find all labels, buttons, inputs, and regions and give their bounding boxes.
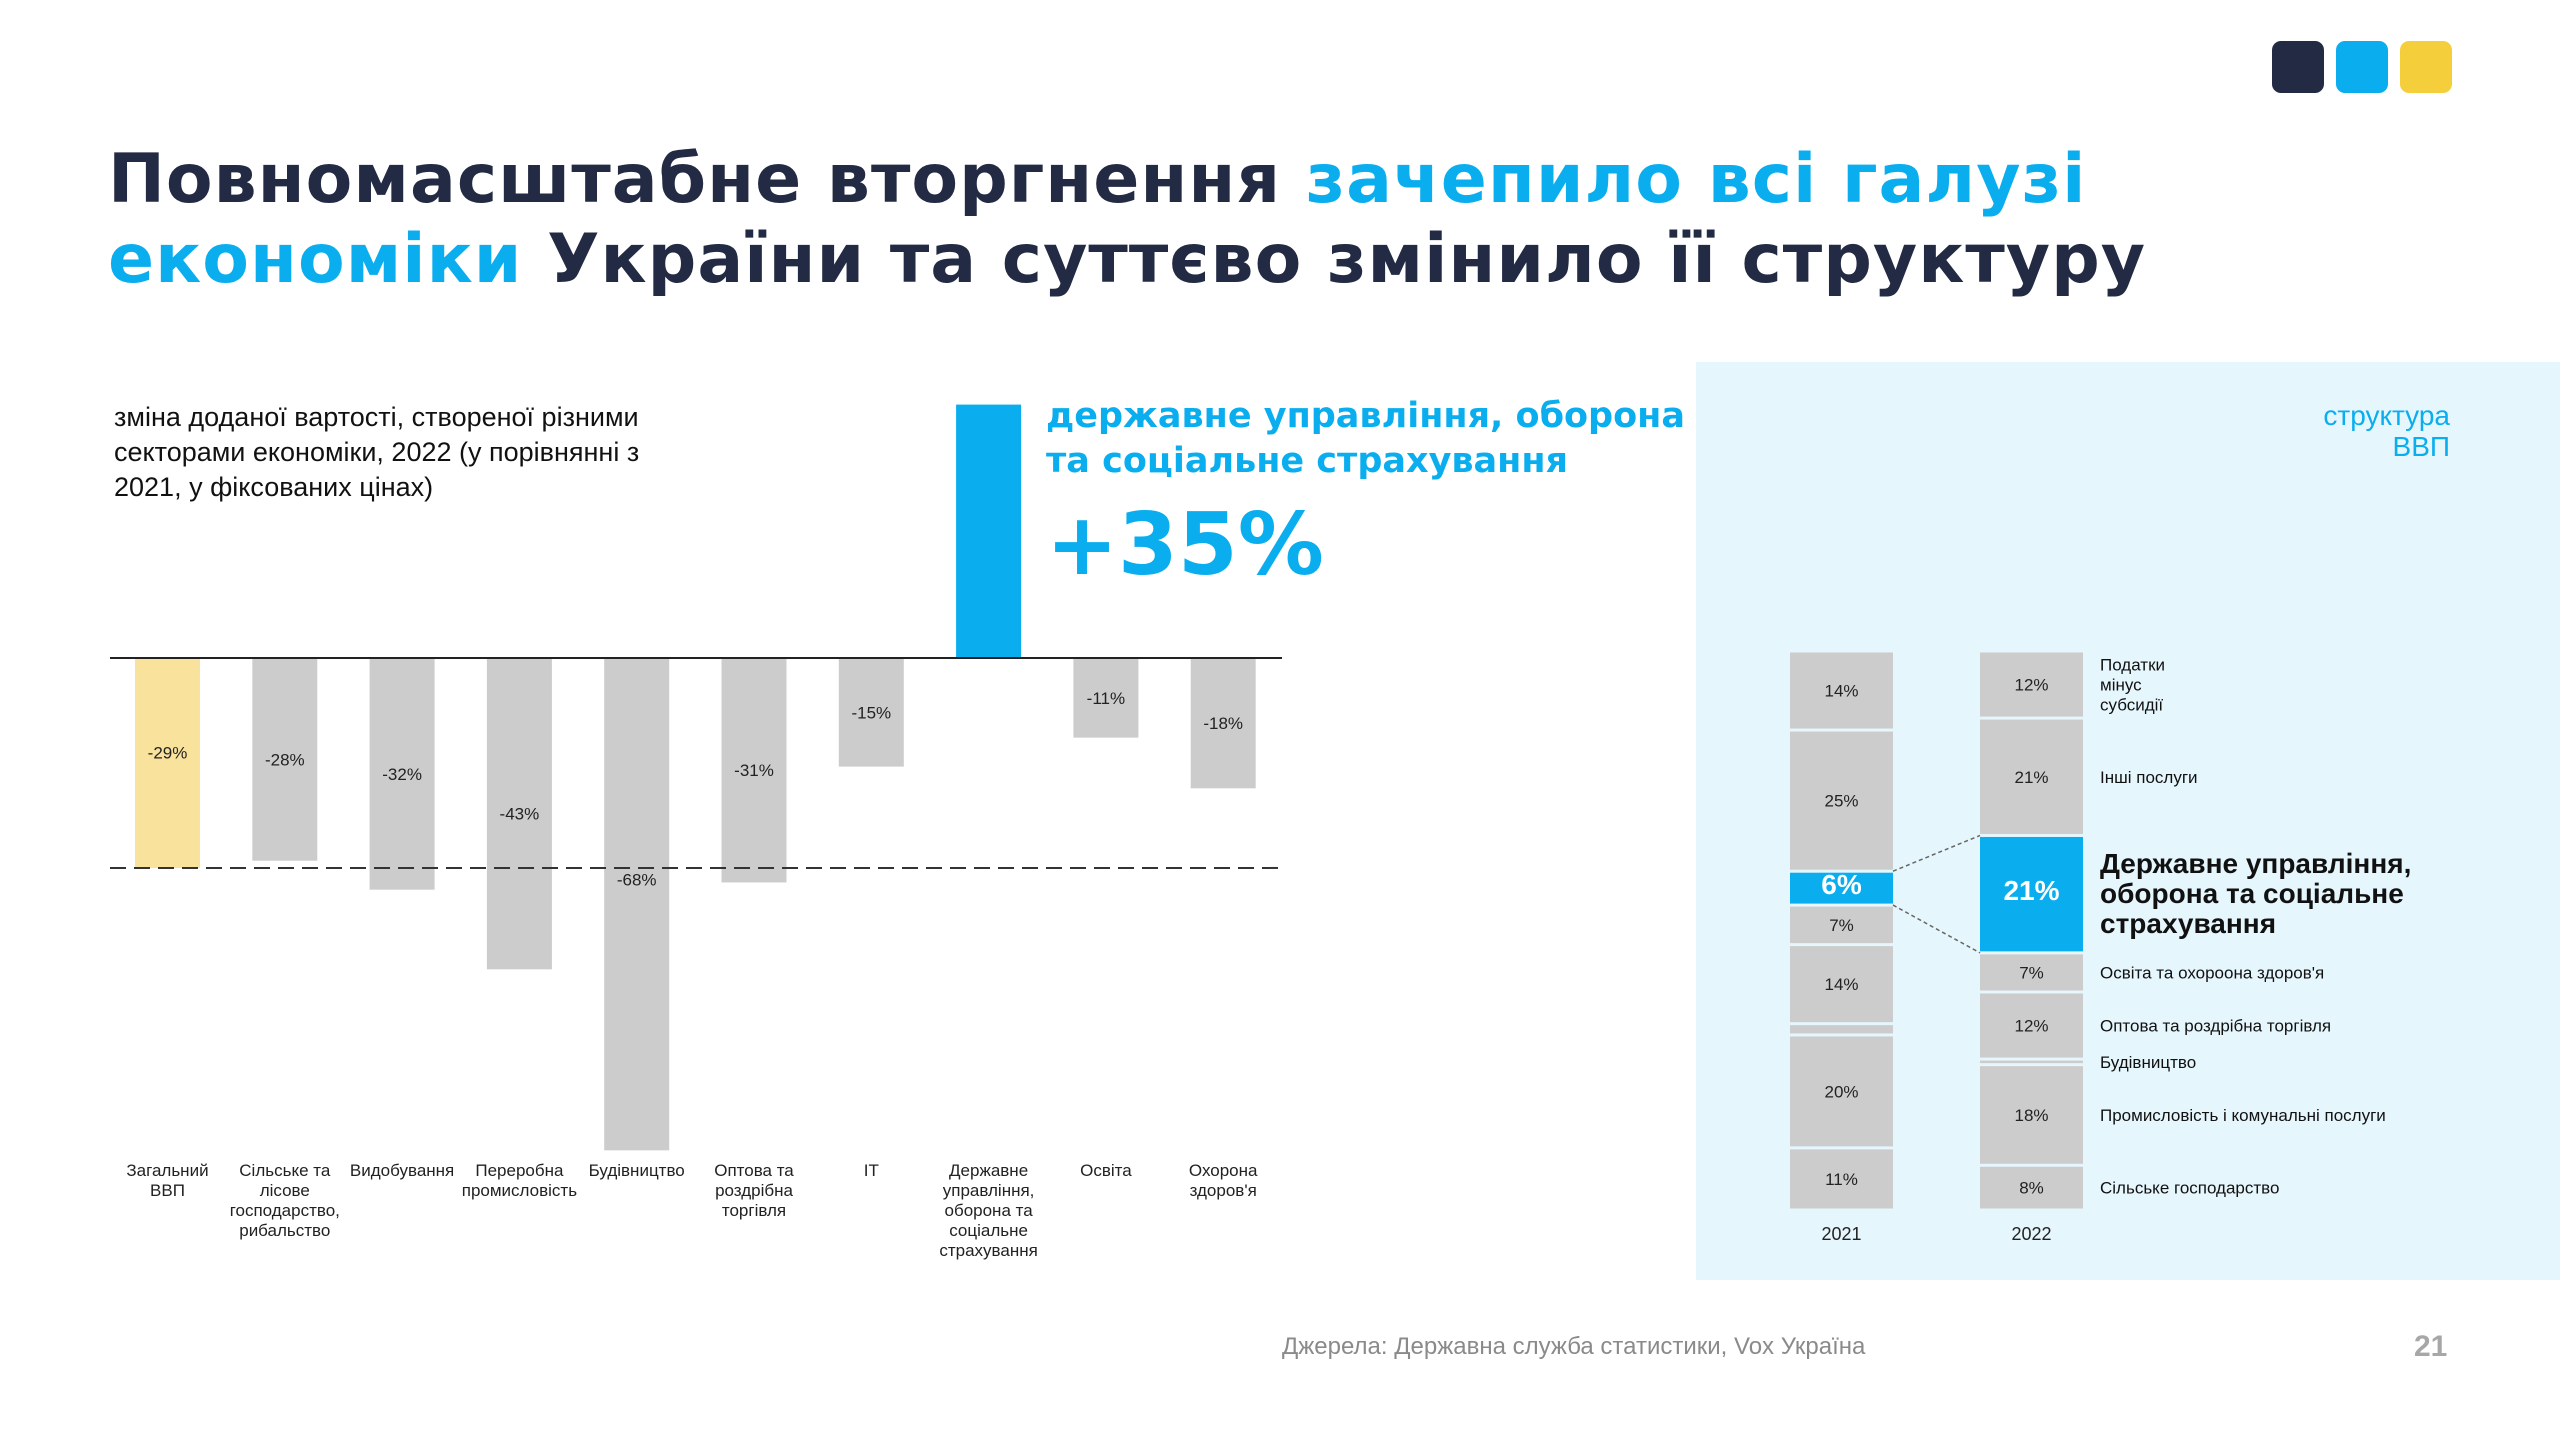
data-label-5: -31%	[734, 761, 774, 780]
stack-label-0-5: 6%	[1821, 869, 1862, 900]
category-label-7-4: страхування	[939, 1241, 1037, 1260]
category-label-5-2: торгівля	[722, 1201, 786, 1220]
title-highlight-2: економіки	[108, 220, 522, 299]
stack-label-0-7: 14%	[1824, 682, 1858, 701]
category-label-4-0: Будівництво	[589, 1161, 685, 1180]
source-note: Джерела: Державна служба статистики, Vox…	[1282, 1333, 1865, 1361]
bar-0	[135, 658, 200, 868]
title-part-4: України та суттєво змінило її структуру	[522, 220, 2146, 299]
category-label-1-1: лісове	[260, 1181, 310, 1200]
category-label-0-0: Загальний	[126, 1161, 208, 1180]
category-label-5-0: Оптова та	[714, 1161, 794, 1180]
category-label-2-0: Видобування	[350, 1161, 454, 1180]
category-label-5-1: роздрібна	[715, 1181, 793, 1200]
gdp-structure-chart: 11% 20% 14% 7% 6% 25% 14% 2021 8% 18% 12% 7% 21% 21% 1…	[1696, 362, 2560, 1280]
category-label-6-0: IT	[864, 1161, 879, 1180]
title-part-1: Повномасштабне вторгнення	[108, 140, 1306, 219]
legend-label-7-2: субсидії	[2100, 696, 2163, 715]
stack-label-1-5: 21%	[2003, 875, 2059, 906]
data-label-0: -29%	[148, 743, 188, 762]
legend-label-5-2: страхування	[2100, 908, 2276, 939]
legend-label-4-0: Освіта та охороона здоров'я	[2100, 963, 2324, 982]
data-label-6: -15%	[851, 703, 891, 722]
legend-label-7-1: мінус	[2100, 676, 2142, 695]
category-label-9-1: здоров'я	[1190, 1181, 1257, 1200]
stack-label-1-3: 12%	[2014, 1017, 2048, 1036]
connector-top	[1893, 835, 1980, 871]
legend-label-5-1: оборона та соціальне	[2100, 878, 2404, 909]
stack-label-0-4: 7%	[1829, 916, 1854, 935]
stack-seg-0-2	[1790, 1025, 1893, 1033]
stack-label-1-6: 21%	[2014, 768, 2048, 787]
category-label-9-0: Охорона	[1189, 1161, 1258, 1180]
data-label-3: -43%	[500, 805, 540, 824]
data-label-9: -18%	[1203, 714, 1243, 733]
category-label-8-0: Освіта	[1080, 1161, 1132, 1180]
connector-bottom	[1893, 905, 1980, 953]
yellow-square	[2400, 41, 2452, 93]
stack-label-1-1: 18%	[2014, 1106, 2048, 1125]
bar-7	[956, 405, 1021, 658]
stack-seg-1-2	[1980, 1061, 2083, 1064]
brand-color-squares	[2272, 41, 2452, 93]
gdp-title-line-2: ВВП	[2393, 431, 2450, 462]
gdp-structure-panel: 11% 20% 14% 7% 6% 25% 14% 2021 8% 18% 12% 7% 21% 21% 1…	[1696, 362, 2560, 1280]
stack-label-0-1: 20%	[1824, 1082, 1858, 1101]
stack-label-1-0: 8%	[2019, 1179, 2044, 1198]
gdp-title-line-1: структура	[2323, 400, 2450, 431]
category-label-3-1: промисловість	[462, 1181, 577, 1200]
stack-label-0-3: 14%	[1824, 975, 1858, 994]
data-label-8: -11%	[1087, 689, 1125, 708]
year-label-1: 2022	[2011, 1224, 2051, 1244]
title-highlight-1: зачепило всі галузі	[1306, 140, 2087, 219]
category-label-1-2: господарство,	[230, 1201, 340, 1220]
legend-label-1-0: Промисловість і комунальні послуги	[2100, 1106, 2386, 1125]
year-label-0: 2021	[1821, 1224, 1861, 1244]
data-label-4: -68%	[617, 871, 657, 890]
legend-label-0-0: Сільське господарство	[2100, 1179, 2279, 1198]
category-label-7-0: Державне	[949, 1161, 1028, 1180]
category-label-0-1: ВВП	[150, 1181, 185, 1200]
legend-label-3-0: Оптова та роздрібна торгівля	[2100, 1017, 2331, 1036]
stack-label-1-4: 7%	[2019, 963, 2044, 982]
legend-label-6-0: Інші послуги	[2100, 768, 2198, 787]
category-label-7-2: оборона та	[945, 1201, 1034, 1220]
category-label-7-3: соціальне	[949, 1221, 1028, 1240]
stack-label-1-7: 12%	[2014, 676, 2048, 695]
category-label-1-0: Сільське та	[239, 1161, 331, 1180]
data-label-1: -28%	[265, 750, 305, 769]
stack-label-0-0: 11%	[1825, 1170, 1858, 1189]
bar-4	[604, 658, 669, 1150]
page-title: Повномасштабне вторгнення зачепило всі г…	[108, 140, 2408, 300]
data-label-2: -32%	[382, 765, 422, 784]
category-label-1-3: рибальство	[239, 1221, 330, 1240]
gdp-structure-title: структура ВВП	[2323, 400, 2450, 462]
page-number: 21	[2414, 1330, 2447, 1364]
legend-label-7-0: Податки	[2100, 656, 2165, 675]
stack-label-0-6: 25%	[1824, 792, 1858, 811]
category-label-7-1: управління,	[943, 1181, 1035, 1200]
blue-square	[2336, 41, 2388, 93]
legend-label-2-0: Будівництво	[2100, 1053, 2196, 1072]
category-label-3-0: Переробна	[475, 1161, 564, 1180]
legend-label-5-0: Державне управління,	[2100, 848, 2411, 879]
navy-square	[2272, 41, 2324, 93]
